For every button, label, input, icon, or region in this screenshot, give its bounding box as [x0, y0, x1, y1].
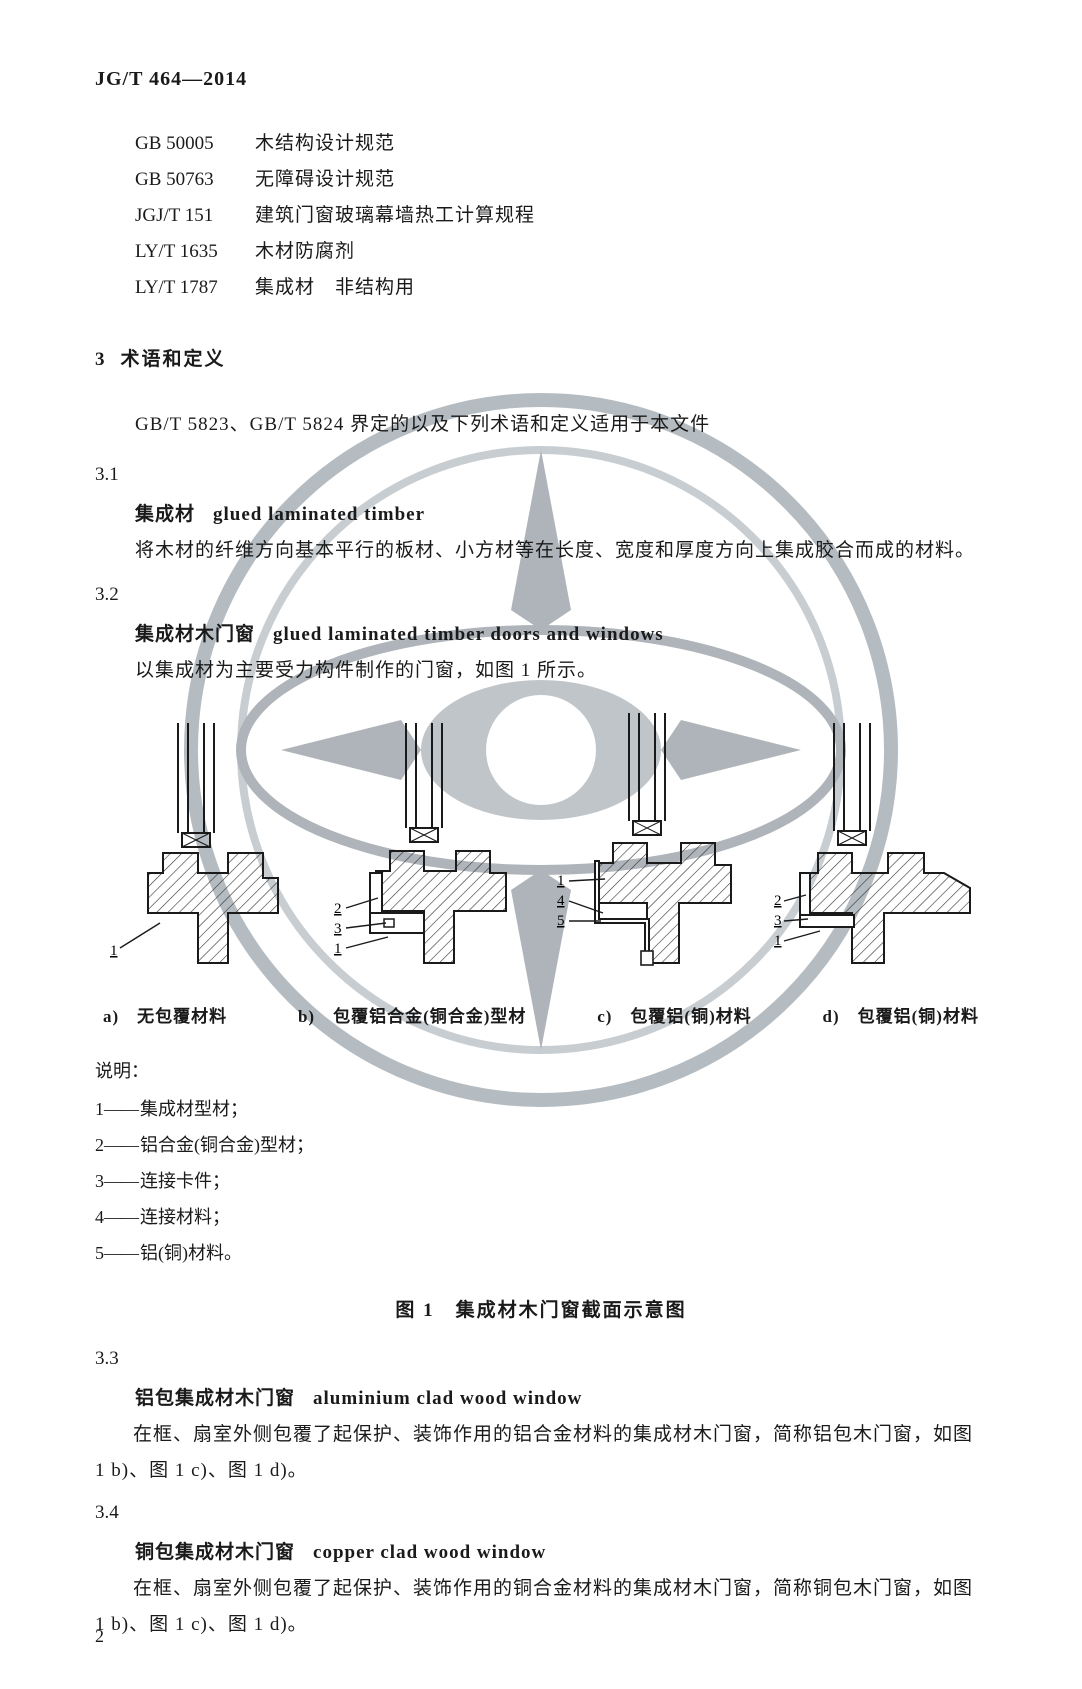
figure-cell-d: 2 3 1: [772, 723, 988, 973]
reference-title: 木结构设计规范: [255, 126, 395, 162]
page-content: JG/T 464—2014 GB 50005 木结构设计规范 GB 50763 …: [95, 60, 987, 1643]
term-en: aluminium clad wood window: [313, 1388, 582, 1409]
term-line: 集成材木门窗 glued laminated timber doors and w…: [135, 617, 987, 653]
figure-cell-b: 2 3 1: [321, 723, 537, 973]
svg-text:1: 1: [110, 943, 118, 959]
section-number: 3: [95, 349, 107, 370]
reference-row: GB 50005 木结构设计规范: [135, 126, 987, 162]
reference-list: GB 50005 木结构设计规范 GB 50763 无障碍设计规范 JGJ/T …: [135, 126, 987, 306]
legend-item: 1——集成材型材；: [95, 1092, 987, 1126]
term-definition: 以集成材为主要受力构件制作的门窗，如图 1 所示。: [135, 653, 987, 689]
term-definition: 在框、扇室外侧包覆了起保护、装饰作用的铜合金材料的集成材木门窗，简称铜包木门窗，…: [95, 1571, 987, 1643]
figure-label-a: a) 无包覆材料: [103, 1001, 227, 1033]
svg-text:3: 3: [334, 921, 342, 937]
term-en: glued laminated timber doors and windows: [273, 624, 664, 645]
figure-cell-a: 1: [95, 723, 311, 973]
figure-row: 1: [95, 713, 987, 973]
term-number: 3.1: [95, 457, 987, 493]
reference-title: 无障碍设计规范: [255, 162, 395, 198]
svg-text:2: 2: [774, 893, 782, 909]
figure-caption: 图 1 集成材木门窗截面示意图: [95, 1293, 987, 1329]
term-line: 铝包集成材木门窗 aluminium clad wood window: [135, 1381, 987, 1417]
term-number: 3.2: [95, 577, 987, 613]
reference-row: LY/T 1635 木材防腐剂: [135, 234, 987, 270]
svg-text:1: 1: [774, 933, 782, 949]
svg-text:4: 4: [557, 893, 565, 909]
reference-title: 集成材 非结构用: [255, 270, 415, 306]
term-line: 铜包集成材木门窗 copper clad wood window: [135, 1535, 987, 1571]
legend-list: 1——集成材型材； 2——铝合金(铜合金)型材； 3——连接卡件； 4——连接材…: [95, 1092, 987, 1271]
reference-code: JGJ/T 151: [135, 198, 255, 234]
term-number: 3.4: [95, 1495, 987, 1531]
legend-item: 5——铝(铜)材料。: [95, 1236, 987, 1270]
term-cn: 集成材: [135, 504, 195, 525]
section-heading: 3 术语和定义: [95, 342, 987, 378]
term-definition: 将木材的纤维方向基本平行的板材、小方材等在长度、宽度和厚度方向上集成胶合而成的材…: [135, 533, 987, 569]
figure-label-b: b) 包覆铝合金(铜合金)型材: [298, 1001, 526, 1033]
document-number-header: JG/T 464—2014: [95, 60, 987, 98]
legend-item: 3——连接卡件；: [95, 1164, 987, 1198]
figure-1: 1: [95, 713, 987, 1329]
term-en: copper clad wood window: [313, 1542, 546, 1563]
reference-row: LY/T 1787 集成材 非结构用: [135, 270, 987, 306]
svg-text:2: 2: [334, 901, 342, 917]
svg-text:3: 3: [774, 913, 782, 929]
term-cn: 集成材木门窗: [135, 624, 255, 645]
legend-heading: 说明：: [95, 1054, 987, 1088]
term-cn: 铝包集成材木门窗: [135, 1388, 295, 1409]
figure-label-c: c) 包覆铝(铜)材料: [597, 1001, 752, 1033]
reference-row: GB 50763 无障碍设计规范: [135, 162, 987, 198]
term-definition: 在框、扇室外侧包覆了起保护、装饰作用的铝合金材料的集成材木门窗，简称铝包木门窗，…: [95, 1417, 987, 1489]
reference-row: JGJ/T 151 建筑门窗玻璃幕墙热工计算规程: [135, 198, 987, 234]
svg-text:1: 1: [557, 873, 565, 889]
svg-text:5: 5: [557, 913, 565, 929]
figure-cell-c: 1 4 5: [546, 713, 762, 973]
reference-code: LY/T 1787: [135, 270, 255, 306]
reference-code: LY/T 1635: [135, 234, 255, 270]
term-cn: 铜包集成材木门窗: [135, 1542, 295, 1563]
reference-code: GB 50005: [135, 126, 255, 162]
reference-title: 木材防腐剂: [255, 234, 355, 270]
reference-code: GB 50763: [135, 162, 255, 198]
legend-item: 2——铝合金(铜合金)型材；: [95, 1128, 987, 1162]
reference-title: 建筑门窗玻璃幕墙热工计算规程: [255, 198, 535, 234]
term-en: glued laminated timber: [213, 504, 425, 525]
figure-label-d: d) 包覆铝(铜)材料: [823, 1001, 979, 1033]
legend-item: 4——连接材料；: [95, 1200, 987, 1234]
term-number: 3.3: [95, 1341, 987, 1377]
section-intro: GB/T 5823、GB/T 5824 界定的以及下列术语和定义适用于本文件: [135, 407, 987, 443]
section-title: 术语和定义: [121, 349, 226, 370]
svg-text:1: 1: [334, 941, 342, 957]
term-line: 集成材 glued laminated timber: [135, 497, 987, 533]
figure-sublabels: a) 无包覆材料 b) 包覆铝合金(铜合金)型材 c) 包覆铝(铜)材料 d) …: [103, 1001, 979, 1033]
